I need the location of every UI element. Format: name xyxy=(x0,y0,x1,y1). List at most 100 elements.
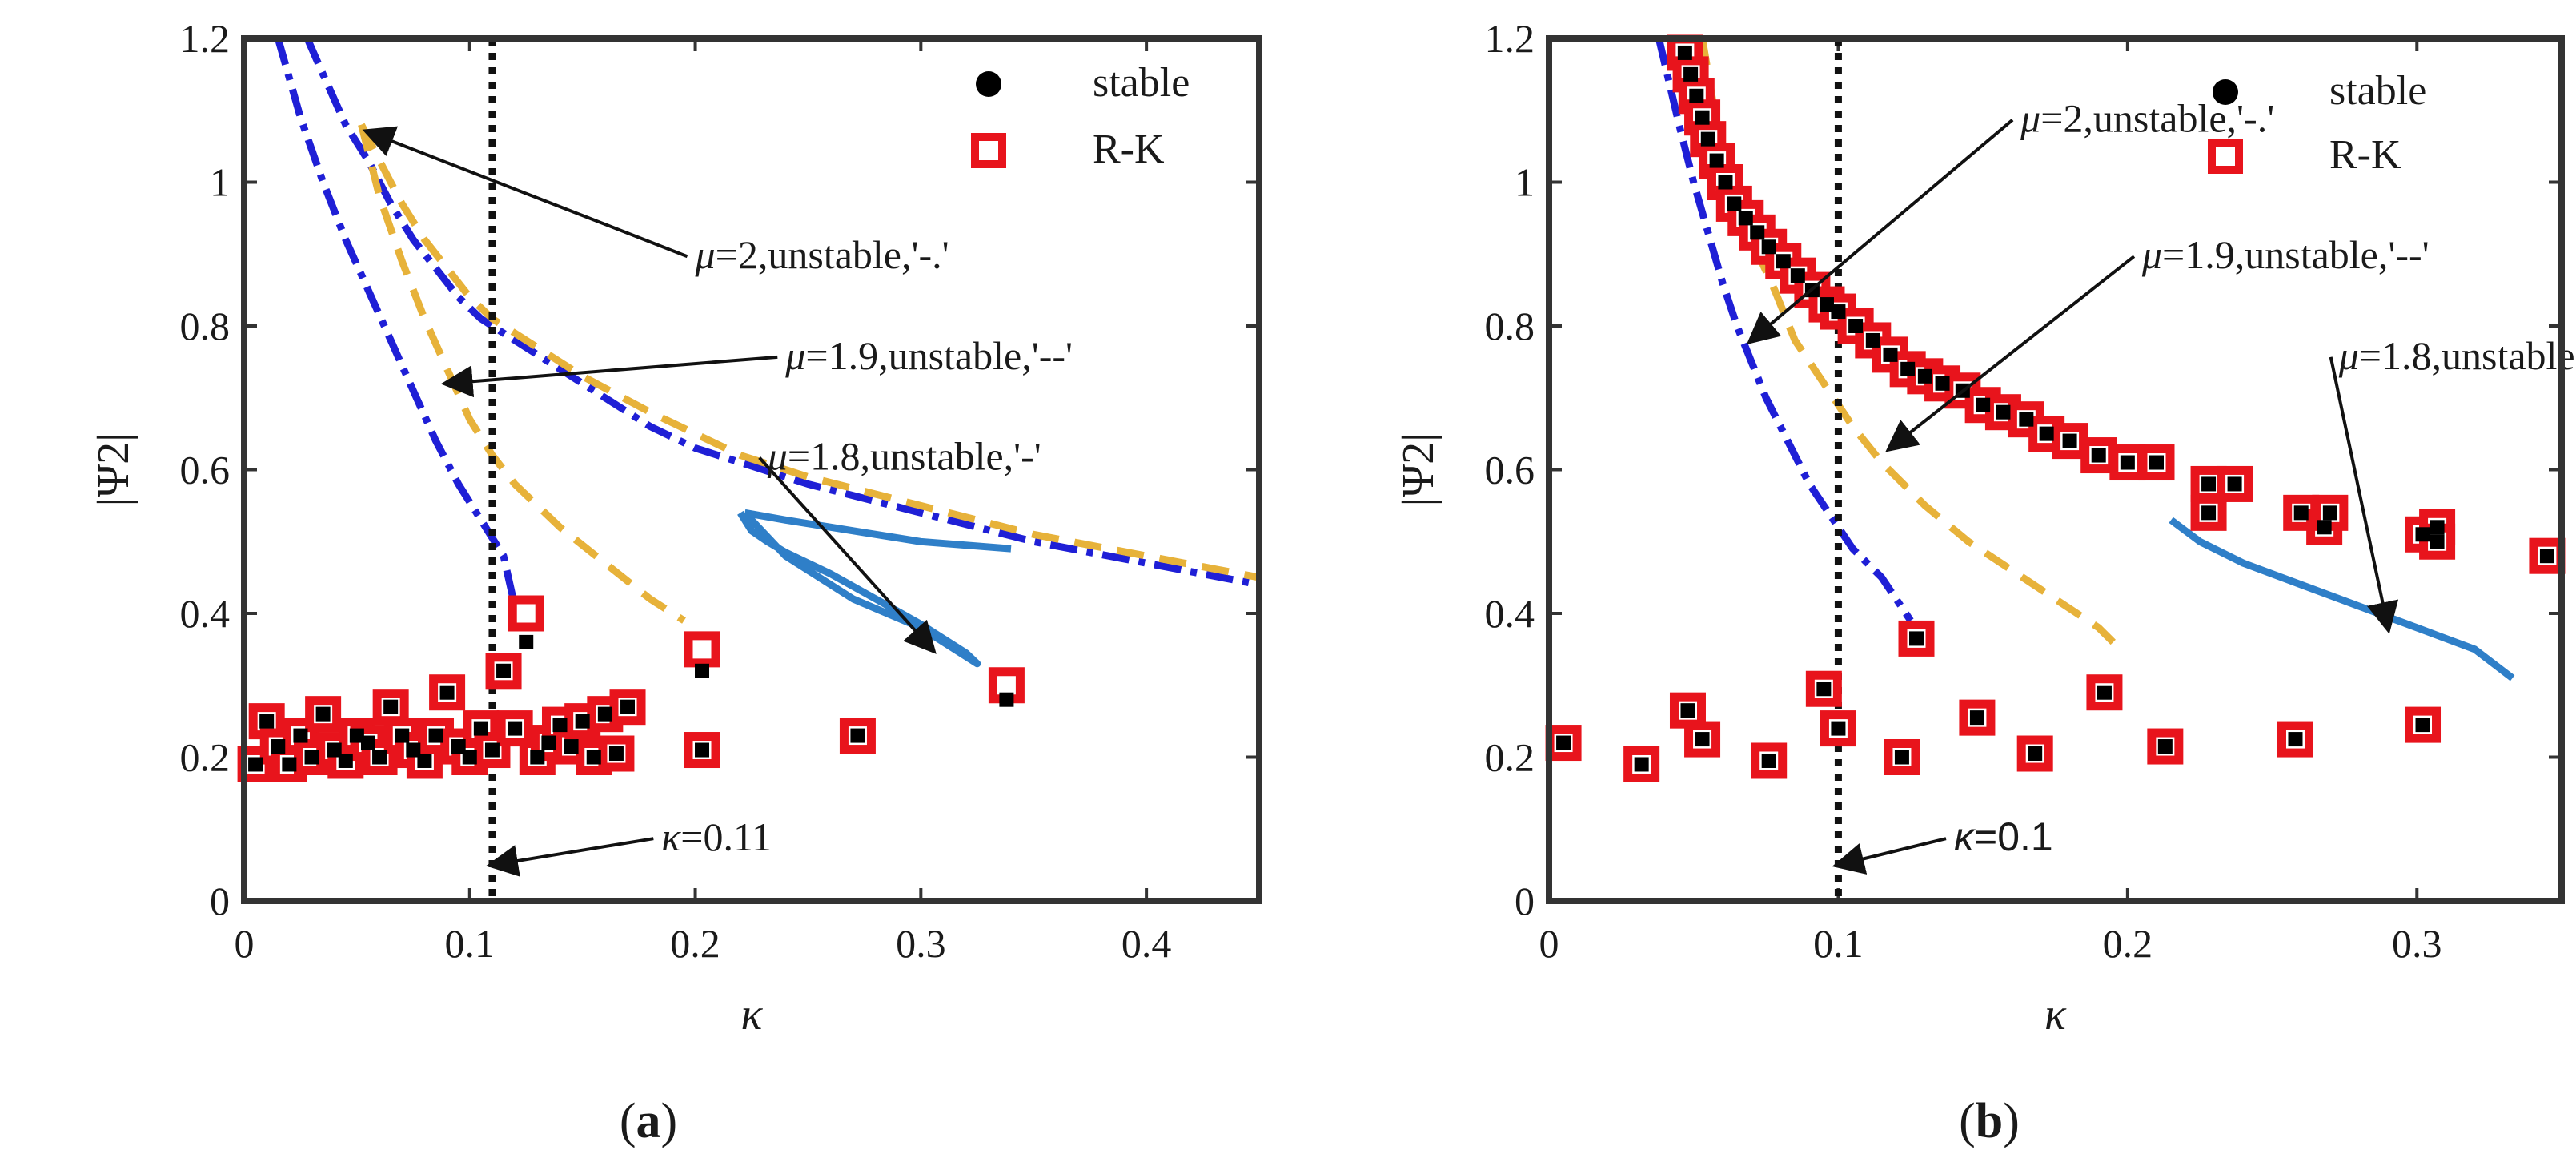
stable-marker xyxy=(428,728,443,743)
stable-marker xyxy=(1976,397,1991,412)
stable-marker xyxy=(304,750,319,765)
x-tick-label: 0.1 xyxy=(445,921,496,966)
stable-marker xyxy=(2201,476,2217,492)
stable-marker xyxy=(2415,718,2430,733)
annotation-text: μ=1.8,unstable,'-' xyxy=(767,434,1041,479)
legend: stable R-K xyxy=(971,60,1190,172)
curve-series xyxy=(1655,37,1914,623)
stable-marker xyxy=(999,692,1014,707)
stable-marker xyxy=(1819,297,1834,312)
annotation-text: μ=1.8,unstable,'-' xyxy=(2338,333,2576,378)
stable-marker xyxy=(1996,404,2011,420)
annotation-label: =0.1 xyxy=(1974,814,2053,859)
panel-label-letter: b xyxy=(1976,1094,2003,1148)
x-tick-label: 0 xyxy=(1539,921,1559,966)
curve-series xyxy=(744,509,1012,553)
x-tick-label: 0.3 xyxy=(896,921,946,966)
x-tick-label: 0 xyxy=(235,921,255,966)
stable-marker xyxy=(2430,534,2445,549)
rk-marker xyxy=(485,653,522,690)
stable-marker xyxy=(315,706,331,722)
stable-marker xyxy=(2430,520,2445,535)
stable-marker xyxy=(1816,682,1832,697)
stable-marker xyxy=(1738,211,1753,226)
stable-marker xyxy=(496,663,512,678)
stable-marker xyxy=(508,721,523,736)
stable-marker xyxy=(1727,196,1742,211)
stable-marker xyxy=(293,728,308,743)
stable-marker xyxy=(338,753,353,768)
stable-marker xyxy=(1695,732,1710,747)
stable-marker xyxy=(1683,66,1699,82)
rk-marker xyxy=(684,631,720,668)
stable-marker xyxy=(406,742,421,758)
rk-marker xyxy=(2147,728,2184,765)
stable-marker xyxy=(395,728,410,743)
stable-marker xyxy=(695,742,710,758)
legend-rk-label: R-K xyxy=(2329,132,2401,178)
panel-label-close: ) xyxy=(2003,1094,2020,1148)
stable-marker xyxy=(1689,88,1704,103)
x-tick-label: 0.4 xyxy=(1121,921,1172,966)
stable-marker xyxy=(372,750,387,765)
stable-marker xyxy=(564,739,579,754)
curve-series xyxy=(358,123,1260,581)
y-tick-label: 1.2 xyxy=(1485,16,1535,61)
stable-marker xyxy=(1894,750,1909,765)
curve-series xyxy=(737,510,981,668)
stable-marker xyxy=(2157,739,2173,754)
stable-marker xyxy=(2039,426,2054,441)
curve-series xyxy=(2169,517,2515,682)
x-axis-label: κ xyxy=(2044,990,2067,1039)
stable-marker xyxy=(597,706,612,722)
rk-marker xyxy=(1884,739,1920,775)
stable-marker xyxy=(2539,549,2554,564)
stable-marker xyxy=(473,721,488,736)
y-tick-label: 0.2 xyxy=(1485,735,1535,780)
annotation-symbol: μ xyxy=(695,232,716,277)
panel-label-open: ( xyxy=(620,1094,636,1148)
stable-marker xyxy=(695,663,710,678)
stable-marker xyxy=(1700,131,1715,147)
legend-stable-marker xyxy=(976,71,1001,97)
stable-marker xyxy=(248,757,263,772)
rk-marker xyxy=(1751,742,1788,779)
stable-marker xyxy=(451,739,466,754)
legend: stable R-K xyxy=(2208,68,2426,178)
annotation-symbol: μ xyxy=(784,333,805,378)
rk-marker xyxy=(2277,721,2313,758)
stable-marker xyxy=(1831,721,1846,736)
y-axis-label: |Ψ2| xyxy=(89,433,138,507)
annotation-arrow xyxy=(1885,255,2136,452)
y-tick-label: 1.2 xyxy=(180,16,231,61)
stable-marker xyxy=(1848,319,1864,333)
panel-b: 0 0.1 0.2 0.300.20.40.60.811.2κ|Ψ2|μ=2,unst… xyxy=(1394,16,2576,1148)
stable-marker xyxy=(2288,732,2303,747)
annotation-text: μ=2,unstable,'-.' xyxy=(2020,96,2274,141)
panel-a: 0 0.1 0.2 0.3 0.400.20.40.60.811.2κ|Ψ2|μ=2,u… xyxy=(89,16,1262,1148)
annotation-arrow xyxy=(486,837,654,877)
stable-marker xyxy=(1883,347,1898,362)
legend-rk-label: R-K xyxy=(1093,127,1165,172)
stable-marker xyxy=(1909,631,1924,646)
rk-marker xyxy=(305,696,342,733)
stable-marker xyxy=(259,714,275,729)
rk-marker xyxy=(1959,699,1996,736)
y-tick-label: 1 xyxy=(1515,160,1535,205)
rk-marker xyxy=(508,595,544,632)
stable-marker xyxy=(1917,368,1932,384)
stable-marker xyxy=(1556,735,1571,750)
stable-marker xyxy=(1865,332,1880,348)
annotation-symbol: μ xyxy=(2338,333,2359,378)
y-tick-label: 0 xyxy=(210,879,230,923)
stable-marker xyxy=(383,699,399,714)
y-tick-label: 1 xyxy=(210,160,230,205)
annotation-symbol: κ xyxy=(661,814,681,859)
rk-marker xyxy=(598,735,635,772)
annotation-text: κ=0.11 xyxy=(661,814,772,859)
y-tick-label: 0.8 xyxy=(180,304,231,348)
annotation-arrow xyxy=(1746,119,2014,345)
stable-marker xyxy=(2149,455,2164,470)
y-tick-label: 0 xyxy=(1515,879,1535,923)
